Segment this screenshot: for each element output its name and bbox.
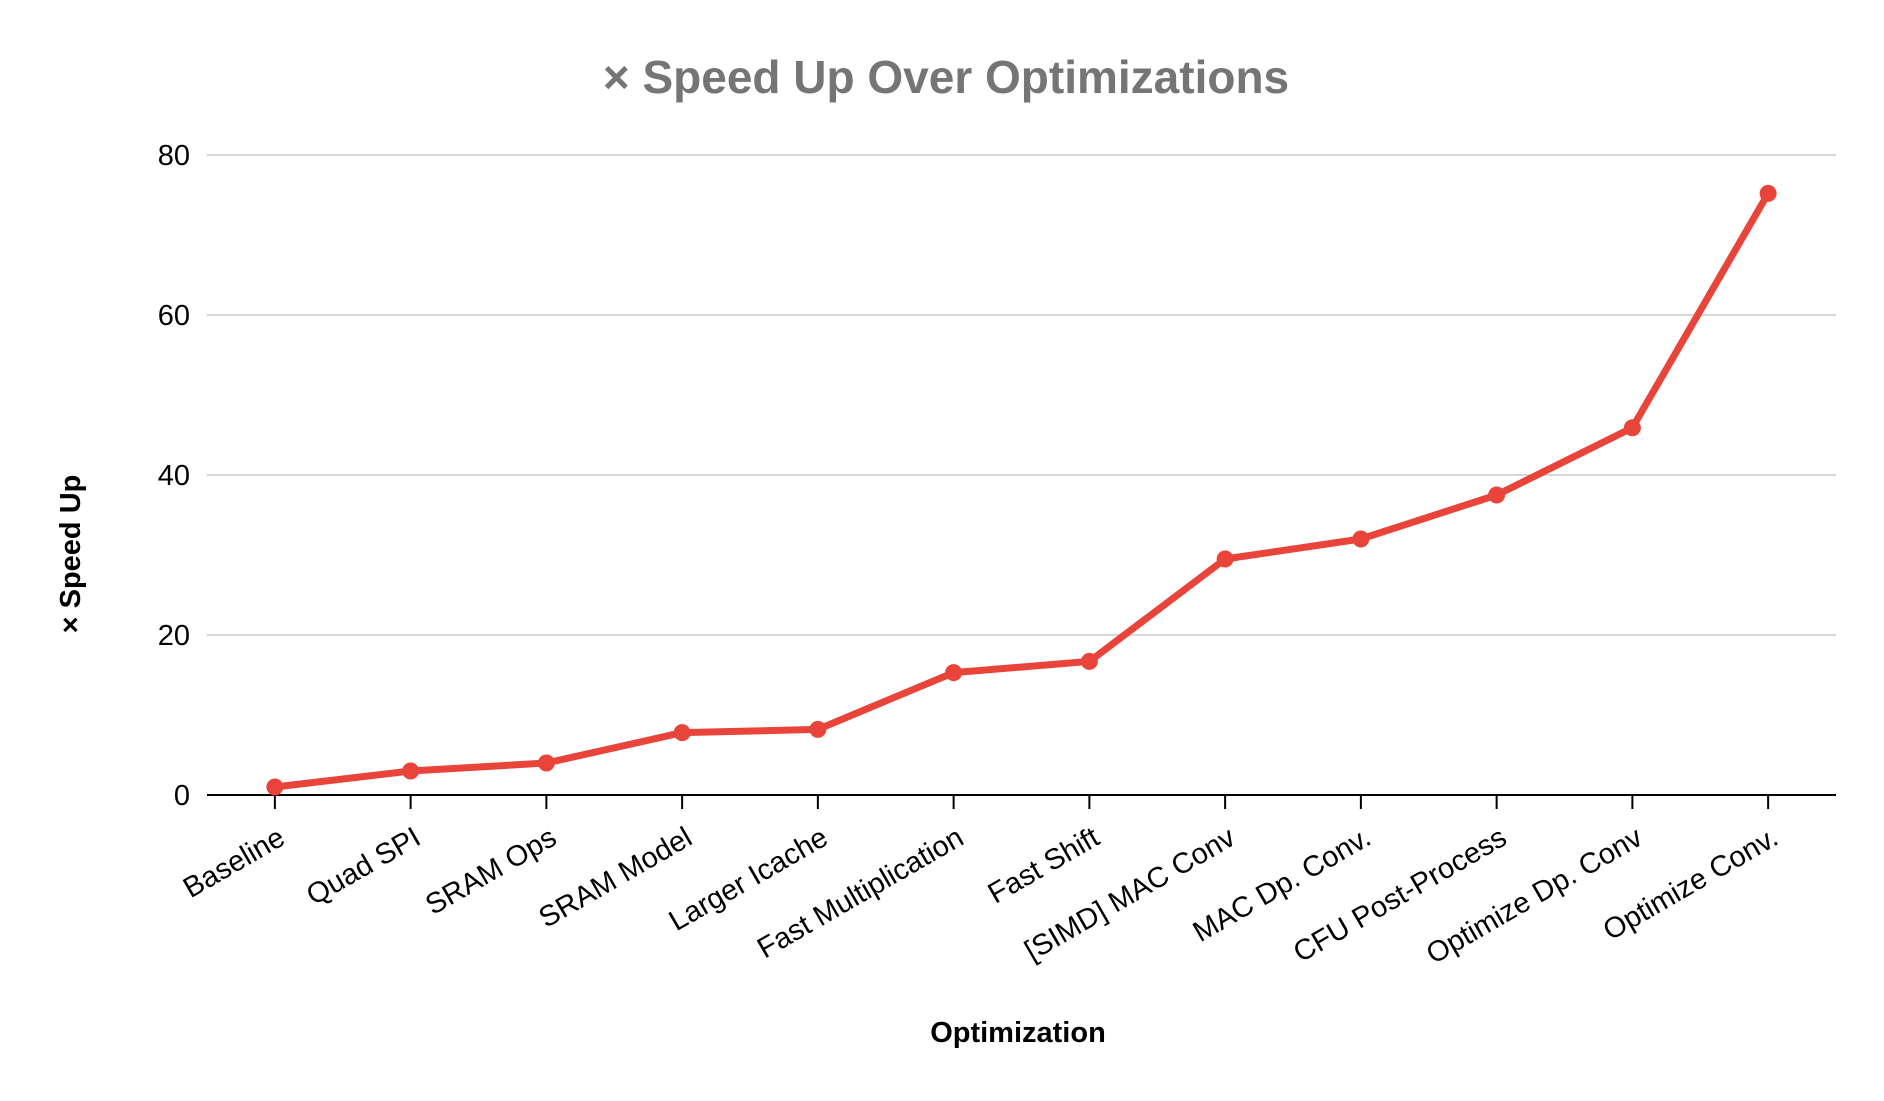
gridlines bbox=[207, 154, 1836, 636]
y-axis-ticks: 0 20 40 60 80 bbox=[158, 140, 190, 812]
data-point bbox=[673, 724, 691, 742]
data-point bbox=[1623, 419, 1641, 437]
x-tick-label: Optimize Dp. Conv bbox=[1421, 821, 1648, 971]
data-point bbox=[1080, 652, 1098, 670]
series-line bbox=[271, 189, 1772, 791]
data-point bbox=[809, 720, 827, 738]
y-tick-label: 80 bbox=[158, 140, 190, 172]
x-tick-label: Quad SPI bbox=[301, 821, 426, 912]
y-axis-title: × Speed Up bbox=[55, 475, 87, 634]
x-axis-title: Optimization bbox=[930, 1017, 1106, 1049]
data-point bbox=[1488, 486, 1506, 504]
data-point bbox=[1759, 184, 1777, 202]
y-tick-label: 20 bbox=[158, 620, 190, 652]
data-point bbox=[266, 778, 284, 796]
series-group bbox=[266, 184, 1777, 796]
x-tick-label: Baseline bbox=[178, 821, 290, 904]
y-tick-label: 40 bbox=[158, 460, 190, 492]
data-point bbox=[945, 664, 963, 682]
y-tick-label: 60 bbox=[158, 300, 190, 332]
data-point bbox=[1352, 530, 1370, 548]
data-point bbox=[402, 762, 420, 780]
data-point bbox=[1216, 550, 1234, 568]
y-tick-label: 0 bbox=[174, 780, 190, 812]
x-tick-label: Fast Shift bbox=[983, 821, 1105, 910]
chart-title: × Speed Up Over Optimizations bbox=[603, 51, 1289, 103]
data-point bbox=[537, 754, 555, 772]
